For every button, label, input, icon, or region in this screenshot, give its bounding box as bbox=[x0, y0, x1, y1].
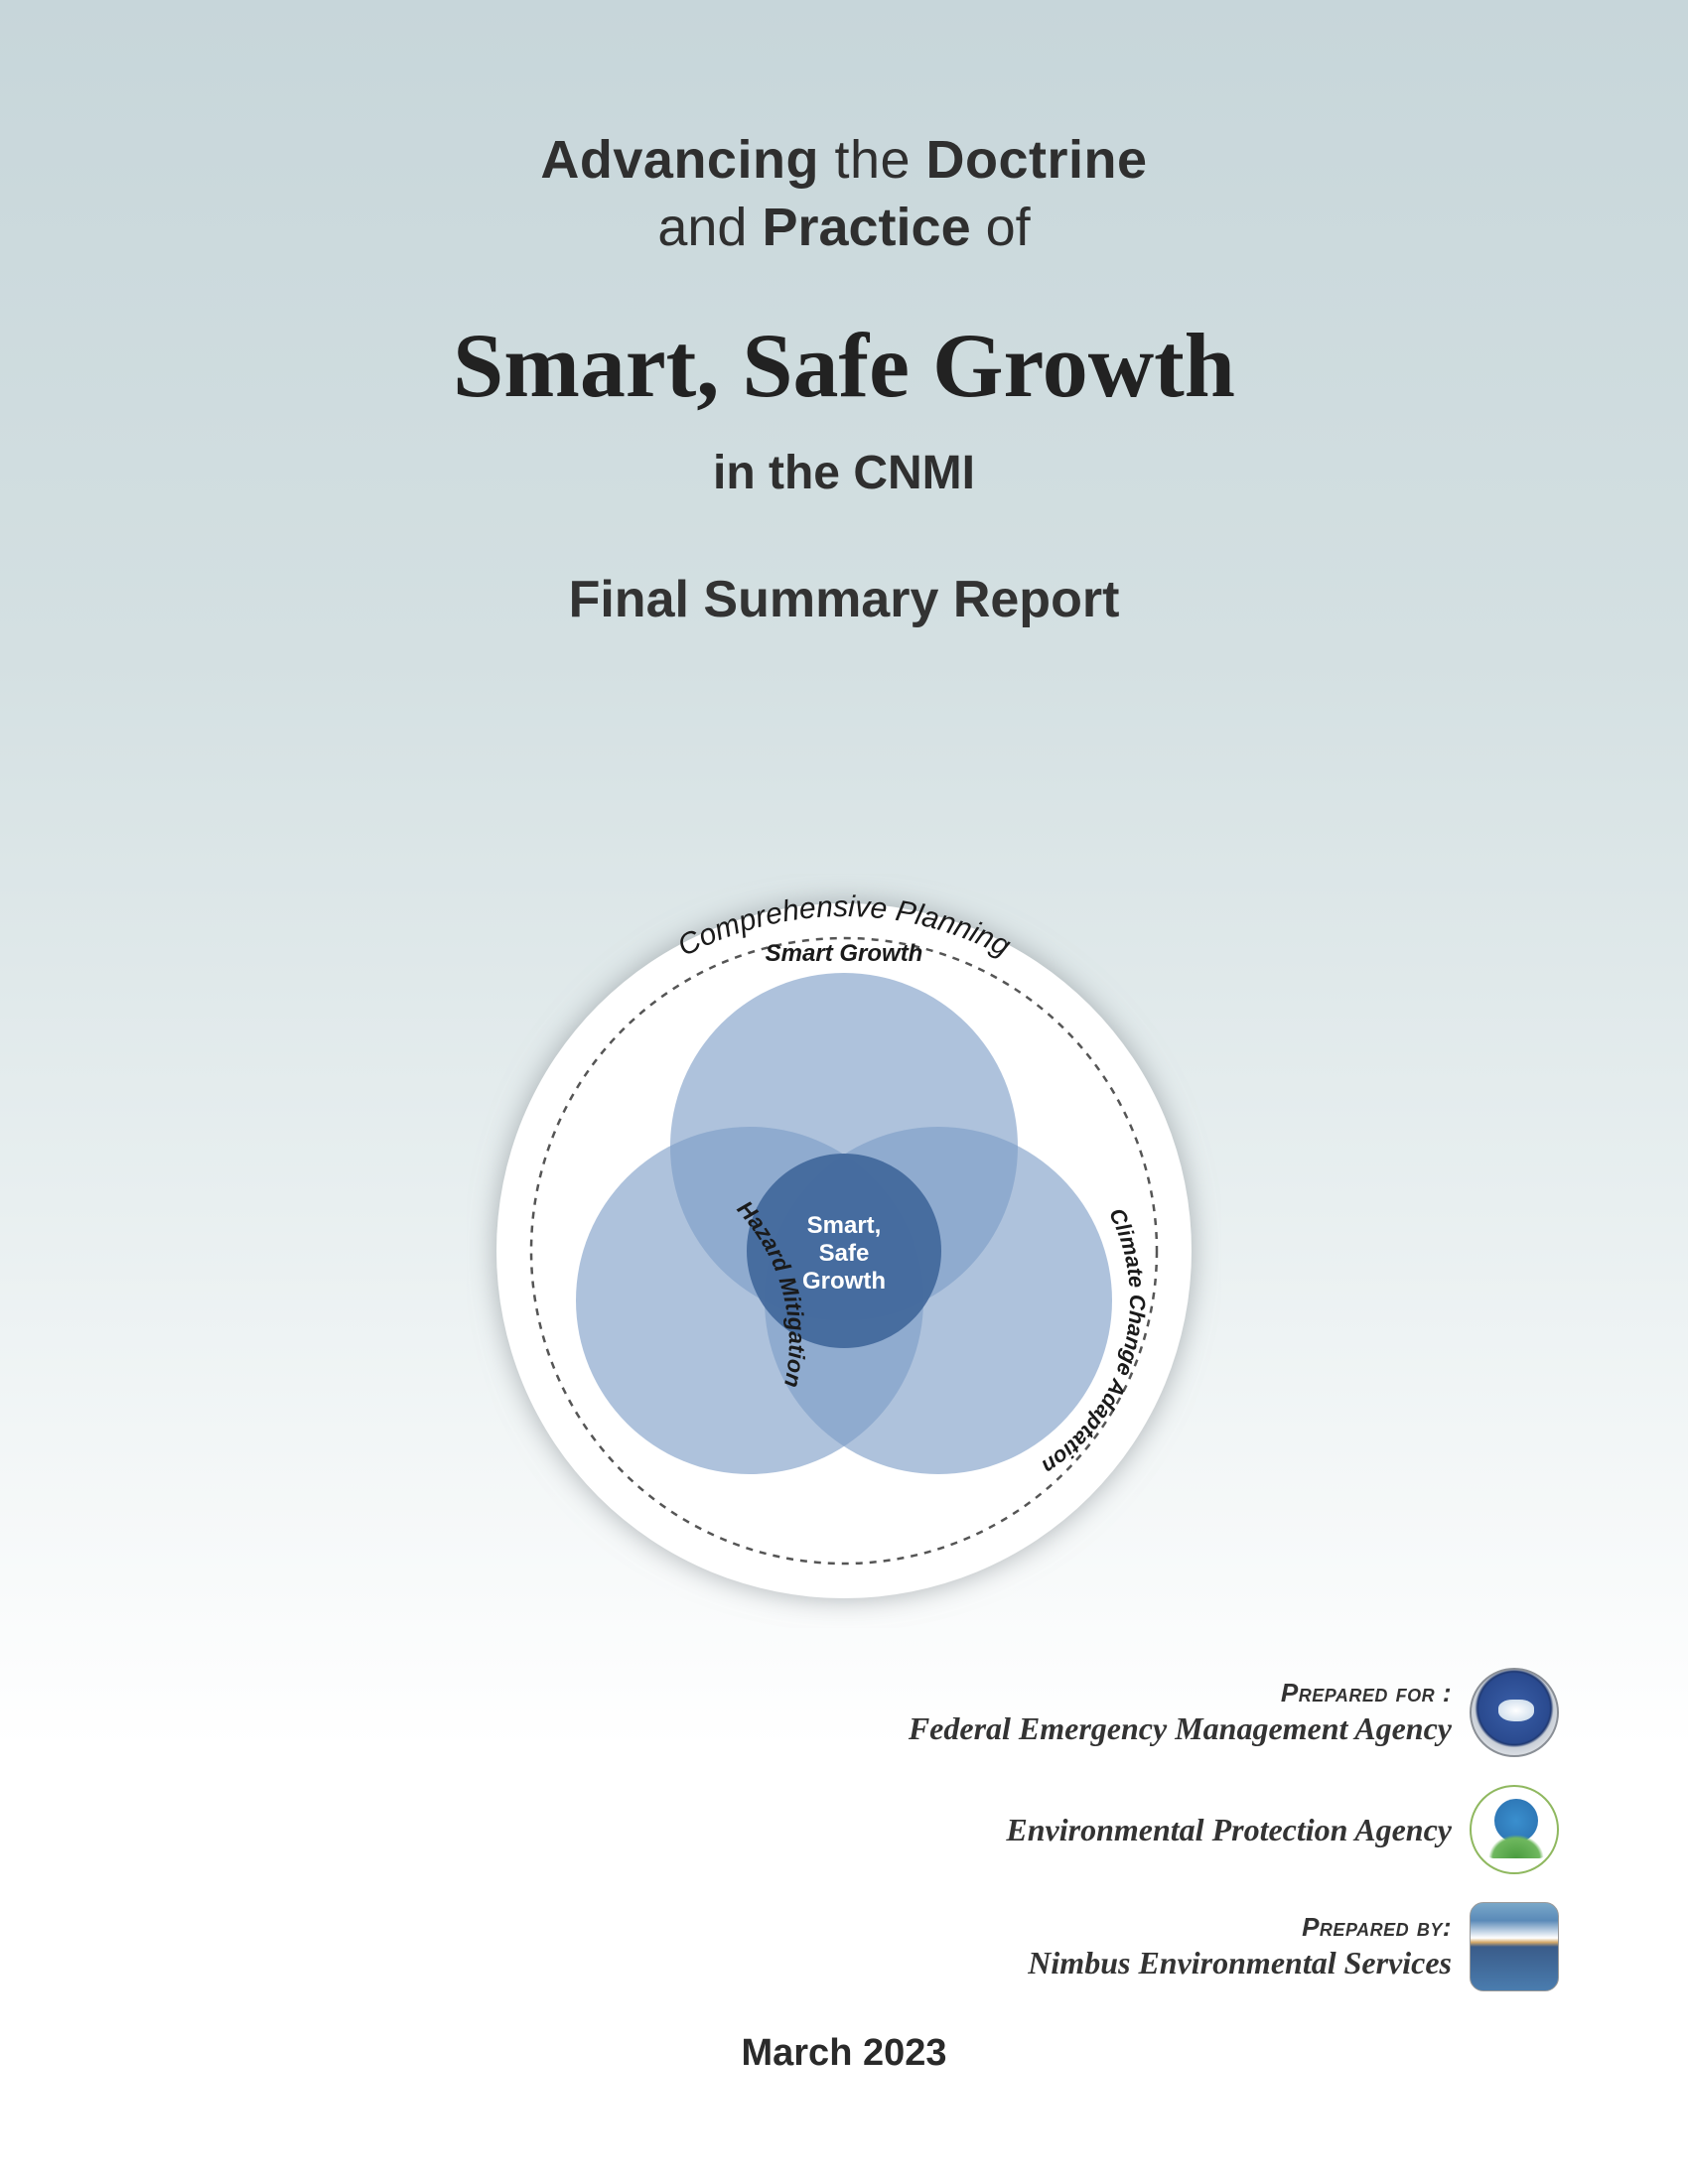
header-block: Advancing the Doctrine and Practice of S… bbox=[0, 0, 1688, 629]
prepared-for-row-2: Environmental Protection Agency bbox=[566, 1785, 1559, 1874]
report-date: March 2023 bbox=[0, 2032, 1688, 2075]
credit-text: Environmental Protection Agency bbox=[1006, 1812, 1452, 1848]
word: of bbox=[986, 198, 1031, 257]
org-epa: Environmental Protection Agency bbox=[1006, 1812, 1452, 1848]
word: and bbox=[657, 198, 747, 257]
credit-text: Prepared for : Federal Emergency Managem… bbox=[909, 1678, 1452, 1747]
main-title: Smart, Safe Growth bbox=[0, 313, 1688, 418]
prepared-for-row-1: Prepared for : Federal Emergency Managem… bbox=[566, 1668, 1559, 1757]
word: the bbox=[834, 130, 911, 190]
word: Doctrine bbox=[926, 130, 1148, 190]
word: Practice bbox=[762, 198, 970, 257]
heading-line-2: and Practice of bbox=[0, 197, 1688, 258]
org-nimbus: Nimbus Environmental Services bbox=[1028, 1945, 1452, 1981]
venn-diagram: Comprehensive PlanningSmart GrowthHazard… bbox=[467, 874, 1221, 1628]
svg-text:Safe: Safe bbox=[819, 1240, 870, 1267]
nimbus-logo-icon bbox=[1470, 1902, 1559, 1991]
svg-text:Growth: Growth bbox=[802, 1268, 886, 1295]
fema-seal-icon bbox=[1470, 1668, 1559, 1757]
credit-text: Prepared by: Nimbus Environmental Servic… bbox=[1028, 1912, 1452, 1981]
venn-svg: Comprehensive PlanningSmart GrowthHazard… bbox=[467, 874, 1221, 1628]
prepared-by-row: Prepared by: Nimbus Environmental Servic… bbox=[566, 1902, 1559, 1991]
credits-block: Prepared for : Federal Emergency Managem… bbox=[566, 1668, 1559, 2019]
subtitle-report-type: Final Summary Report bbox=[0, 570, 1688, 629]
word: Advancing bbox=[540, 130, 819, 190]
org-fema: Federal Emergency Management Agency bbox=[909, 1710, 1452, 1747]
svg-text:Smart,: Smart, bbox=[807, 1212, 882, 1239]
heading-line-1: Advancing the Doctrine bbox=[0, 129, 1688, 191]
subtitle-location: in the CNMI bbox=[0, 446, 1688, 500]
epa-seal-icon bbox=[1470, 1785, 1559, 1874]
prepared-for-label: Prepared for : bbox=[909, 1678, 1452, 1708]
svg-text:Smart Growth: Smart Growth bbox=[766, 940, 923, 967]
prepared-by-label: Prepared by: bbox=[1028, 1912, 1452, 1943]
